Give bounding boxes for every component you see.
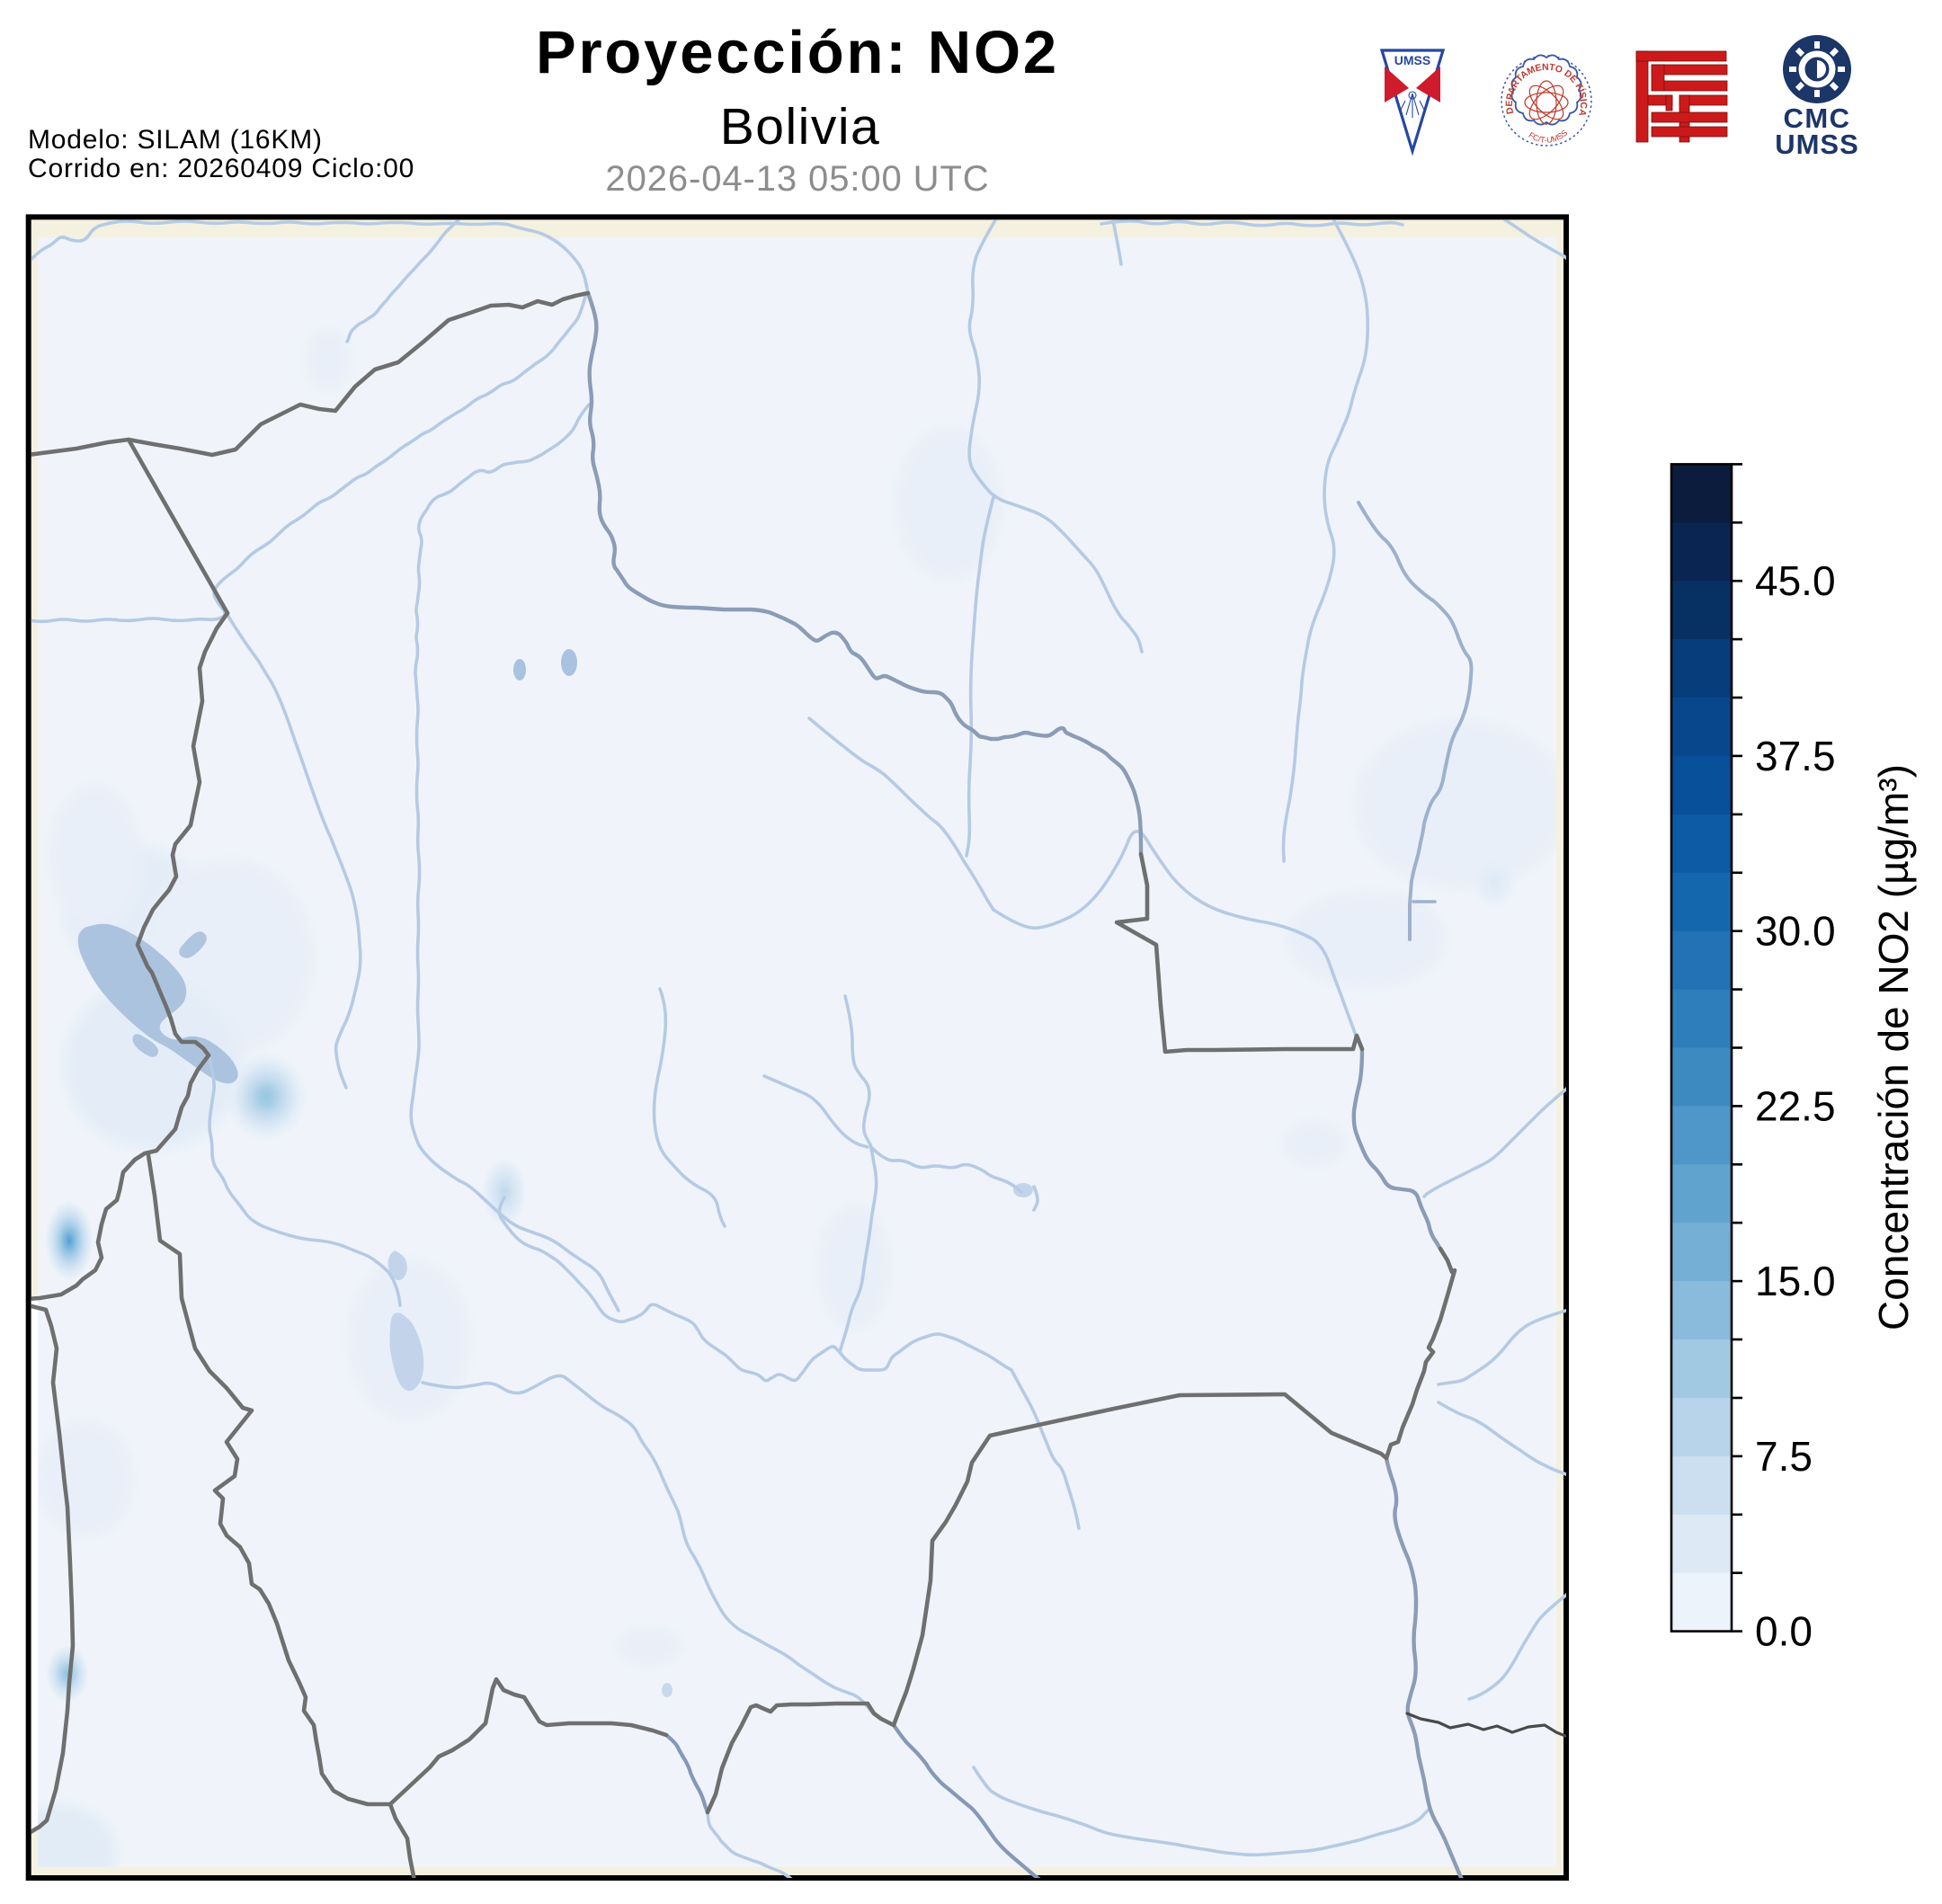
svg-text:7.5: 7.5 [1755, 1433, 1813, 1480]
svg-text:22.5: 22.5 [1755, 1082, 1836, 1129]
svg-text:CMC: CMC [1783, 102, 1850, 134]
svg-text:37.5: 37.5 [1755, 733, 1836, 779]
svg-text:15.0: 15.0 [1755, 1258, 1836, 1304]
svg-text:30.0: 30.0 [1755, 908, 1836, 955]
svg-text:UMSS: UMSS [1775, 129, 1859, 160]
svg-text:Modelo: SILAM (16KM): Modelo: SILAM (16KM) [28, 125, 323, 155]
svg-text:Corrido en: 20260409 Ciclo:00: Corrido en: 20260409 Ciclo:00 [28, 154, 414, 183]
svg-text:45.0: 45.0 [1755, 557, 1836, 604]
svg-text:Concentración de NO2 (µg/m³): Concentración de NO2 (µg/m³) [1870, 764, 1917, 1330]
svg-text:2026-04-13 05:00 UTC: 2026-04-13 05:00 UTC [605, 159, 989, 199]
svg-text:Proyección: NO2: Proyección: NO2 [536, 19, 1059, 86]
svg-text:0.0: 0.0 [1755, 1608, 1813, 1655]
svg-text:UMSS: UMSS [1394, 53, 1430, 67]
svg-text:Bolivia: Bolivia [720, 98, 880, 156]
